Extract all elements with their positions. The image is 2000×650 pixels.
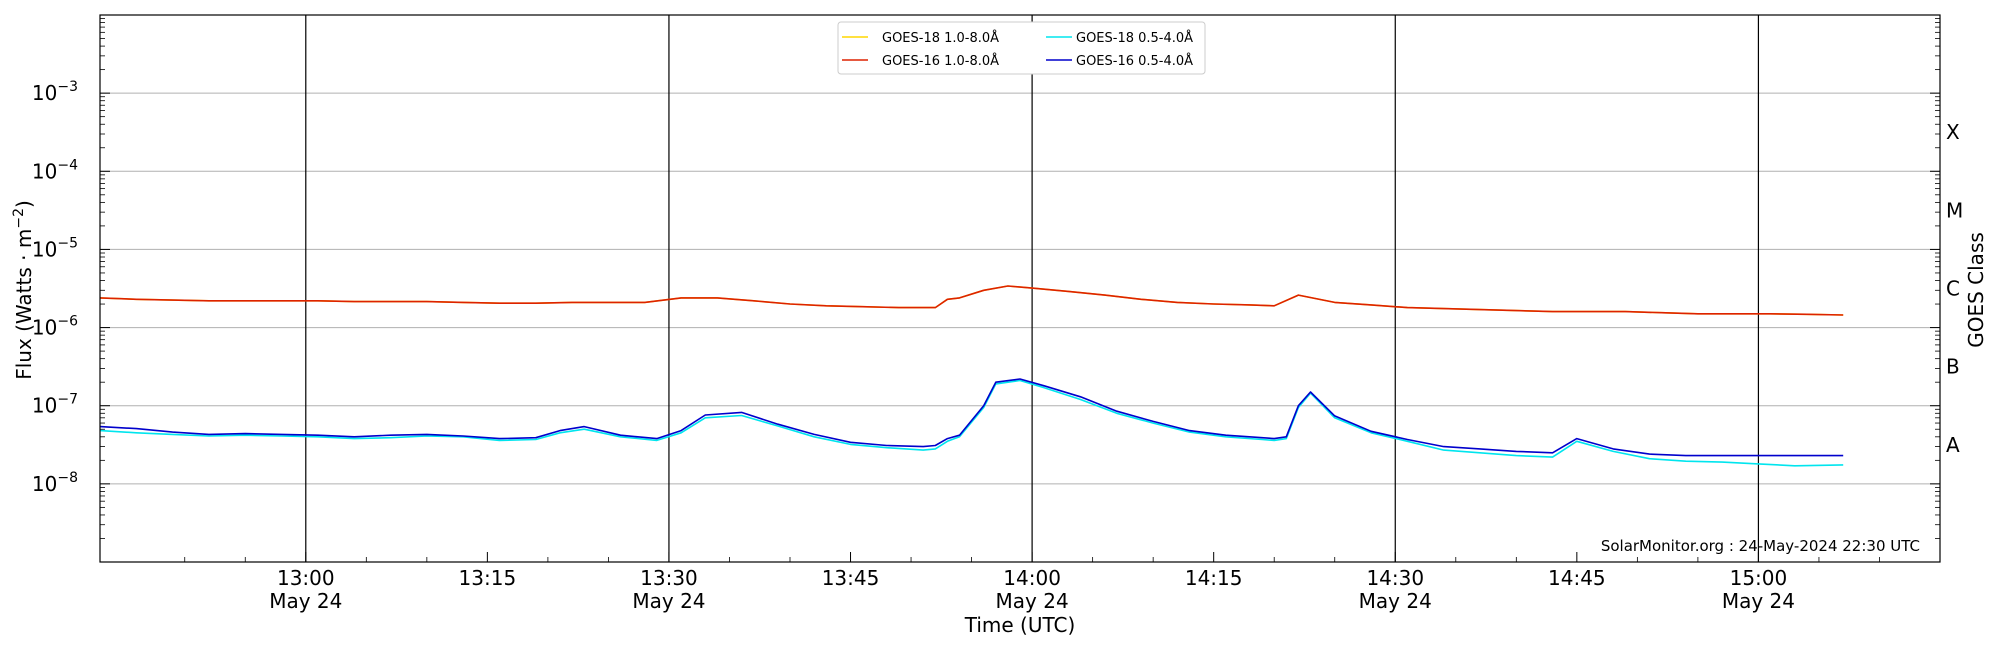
x-tick-label: 14:30 xyxy=(1366,566,1424,590)
y-axis-label-main: Flux (Watts · m xyxy=(12,229,36,380)
x-tick-label: 14:00 xyxy=(1003,566,1061,590)
goes-class-m: M xyxy=(1946,198,1963,222)
y-tick-base: 10 xyxy=(32,81,57,105)
x-tick-label: 13:45 xyxy=(822,566,880,590)
goes-class-labels: A B C M X xyxy=(1946,120,1963,457)
y-axis-ticks: 10−810−710−610−510−410−3 xyxy=(32,18,1940,539)
source-annotation: SolarMonitor.org : 24-May-2024 22:30 UTC xyxy=(1601,537,1920,555)
legend: GOES-18 1.0-8.0Å GOES-16 1.0-8.0Å GOES-1… xyxy=(837,21,1206,75)
legend-entry-goes18-short: GOES-18 0.5-4.0Å xyxy=(1046,30,1193,46)
series-line-3 xyxy=(99,378,1844,457)
y-tick-label: 10−5 xyxy=(32,235,78,261)
y-tick-base: 10 xyxy=(32,159,57,183)
legend-box xyxy=(837,21,1206,75)
y-axis-label-close: ) xyxy=(12,200,36,208)
y-tick-label: 10−7 xyxy=(32,392,78,418)
goes-class-a: A xyxy=(1946,433,1960,457)
y-tick-label: 10−8 xyxy=(32,470,78,496)
x-tick-date-label: May 24 xyxy=(1722,589,1795,613)
y-tick-base: 10 xyxy=(32,472,57,496)
y-tick-label: 10−6 xyxy=(32,314,78,340)
y-tick-exponent: −8 xyxy=(57,470,78,486)
y-tick-exponent: −6 xyxy=(57,314,78,330)
goes-class-axis-label: GOES Class xyxy=(1964,232,1988,348)
x-tick-label: 13:15 xyxy=(459,566,517,590)
x-tick-date-label: May 24 xyxy=(269,589,342,613)
x-tick-label: 15:00 xyxy=(1730,566,1788,590)
legend-label: GOES-18 1.0-8.0Å xyxy=(882,30,999,46)
x-tick-date-label: May 24 xyxy=(1359,589,1432,613)
grid-lines xyxy=(100,92,1940,485)
y-tick-base: 10 xyxy=(32,316,57,340)
y-axis-label: Flux (Watts · m−2) xyxy=(11,200,36,380)
y-tick-base: 10 xyxy=(32,394,57,418)
legend-entry-goes18-long: GOES-18 1.0-8.0Å xyxy=(842,30,999,46)
x-tick-label: 13:30 xyxy=(640,566,698,590)
goes-class-b: B xyxy=(1946,355,1960,379)
y-tick-base: 10 xyxy=(32,237,57,261)
y-tick-label: 10−3 xyxy=(32,79,78,105)
y-tick-exponent: −5 xyxy=(57,235,78,251)
x-tick-label: 13:00 xyxy=(277,566,335,590)
legend-entry-goes16-short: GOES-16 0.5-4.0Å xyxy=(1046,53,1193,69)
legend-label: GOES-16 1.0-8.0Å xyxy=(882,53,999,69)
x-tick-date-label: May 24 xyxy=(996,589,1069,613)
legend-entry-goes16-long: GOES-16 1.0-8.0Å xyxy=(842,53,999,69)
legend-label: GOES-18 0.5-4.0Å xyxy=(1076,30,1193,46)
y-tick-exponent: −7 xyxy=(57,392,78,408)
series-line-1 xyxy=(99,285,1844,316)
y-tick-exponent: −3 xyxy=(57,79,78,95)
x-tick-label: 14:15 xyxy=(1185,566,1243,590)
goes-class-x: X xyxy=(1946,120,1960,144)
series-lines xyxy=(99,285,1844,467)
x-tick-label: 14:45 xyxy=(1548,566,1606,590)
y-axis-label-exponent: −2 xyxy=(11,208,27,229)
x-tick-date-label: May 24 xyxy=(632,589,705,613)
goes-class-c: C xyxy=(1946,277,1960,301)
y-tick-label: 10−4 xyxy=(32,157,78,183)
major-time-lines xyxy=(305,15,1760,562)
series-line-2 xyxy=(99,379,1844,467)
y-tick-exponent: −4 xyxy=(57,157,78,173)
x-axis-label: Time (UTC) xyxy=(964,613,1076,637)
plot-frame xyxy=(99,14,1941,563)
legend-label: GOES-16 0.5-4.0Å xyxy=(1076,53,1193,69)
